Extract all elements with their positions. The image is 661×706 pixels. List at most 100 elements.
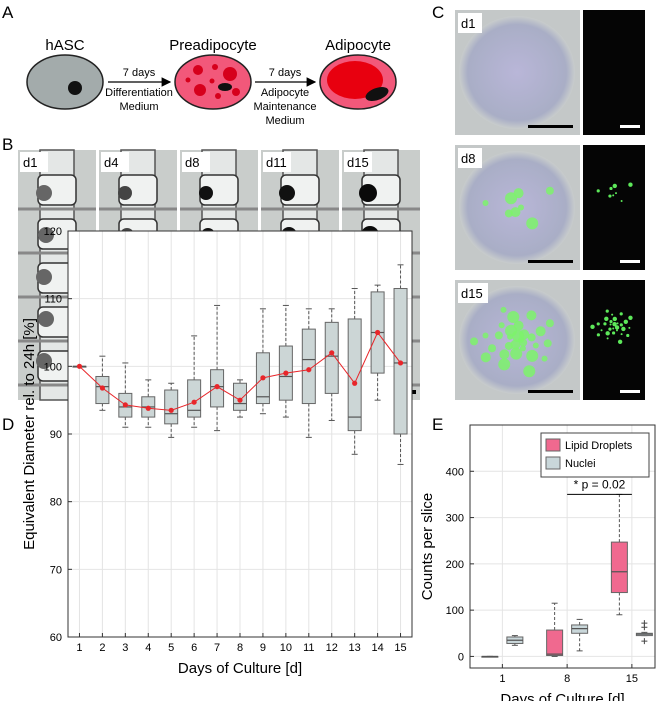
lipid [535,326,546,337]
box [610,541,628,594]
lipid-f [609,186,613,191]
day-label: d8 [185,155,199,170]
outlier [641,638,648,645]
stain-row: d15 [455,280,645,400]
x-tick-label: 8 [237,642,243,654]
mean-point [214,384,220,390]
microtissue [359,184,377,202]
box-group [187,335,202,428]
lipid [545,319,554,328]
lipid-f [623,319,629,325]
box-group [164,382,179,438]
x-tick-label: 14 [371,642,383,654]
label-bg [458,148,482,168]
lipid-f [619,312,623,316]
lipid-f [615,192,617,195]
lipid [519,345,526,352]
panel-letter: C [432,3,444,22]
y-tick-label: 60 [50,632,62,644]
day-label: d1 [461,16,475,31]
label-bg [182,152,210,172]
lipid-f [612,327,615,330]
lipid-f [620,200,623,203]
lipid-f [608,194,612,198]
lipid [482,200,489,207]
lipid-f [603,322,607,326]
day-label: d4 [104,155,118,170]
box [546,629,564,657]
label-bg [263,152,291,172]
lipid [510,347,523,360]
microtissue [36,353,52,369]
lipid-f [590,324,595,330]
lipid [488,344,497,353]
label-bg [101,152,129,172]
lipid-f [605,331,610,336]
lipid [498,322,505,329]
step-duration: 7 days [123,67,156,79]
mean-point [145,405,151,411]
x-tick-label: 3 [122,642,128,654]
nucleus [68,81,82,95]
lipid-f [628,326,631,329]
lipid-f [596,322,600,326]
lipid [526,217,539,230]
microtissue [38,311,54,327]
fluor [583,280,645,400]
x-tick-label: 1 [499,673,505,685]
scale-bar [528,125,573,128]
lipid [518,204,524,211]
box [164,389,179,425]
day-label: d15 [347,155,369,170]
microtissue [199,186,213,200]
lipid [498,358,511,371]
legend-label: Lipid Droplets [565,440,633,452]
y-tick-label: 110 [44,294,62,306]
x-tick-label: 10 [280,642,292,654]
droplet [327,61,383,99]
mean-point [397,360,404,366]
lipid [532,342,539,349]
diagram: hASC Preadipocyte Adipocyte 7 days Diffe… [26,37,397,127]
lipid [470,337,479,346]
panel-letter: A [2,3,14,22]
lipid-f [596,333,600,337]
frame [469,424,656,669]
nucleus [365,87,389,101]
lipid-f [604,316,609,321]
label-bg [20,152,48,172]
droplets [185,64,240,99]
lipid-f [615,329,618,332]
outlier [641,624,648,631]
stain-row: d8 [455,145,645,270]
mean-point [122,402,128,408]
day-label: d1 [23,155,37,170]
mean-point [237,397,243,403]
scale-bar [620,390,640,393]
staining: d1 d8 d15 [455,10,645,400]
step-medium: Adipocyte [261,87,309,99]
lipid-f [628,182,633,187]
panel-letter: B [2,135,13,154]
x-tick-label: 9 [260,642,266,654]
scale-bar [620,260,640,263]
lipid-f [628,315,633,320]
lipid-f [600,329,603,332]
lipid [482,332,489,339]
lipid-f [621,326,626,332]
lipid-f [612,322,617,327]
box-group [571,618,589,652]
lipid-f [614,325,620,330]
scale-bar [528,260,573,263]
day-label: d8 [461,151,475,166]
cell-label: Preadipocyte [169,37,257,54]
lipid [510,339,521,350]
fluor [583,145,645,270]
panel-letter: E [432,415,443,434]
label-bg [458,283,488,303]
lipid-f [596,189,600,193]
lipid [519,338,528,347]
x-axis-label: Days of Culture [d] [500,691,624,701]
